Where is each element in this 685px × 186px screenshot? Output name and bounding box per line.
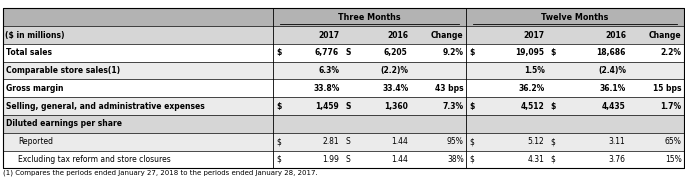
Text: $: $ xyxy=(277,155,282,164)
Bar xyxy=(3,133,684,150)
Text: 1.44: 1.44 xyxy=(390,137,408,146)
Bar xyxy=(3,8,684,168)
Text: $: $ xyxy=(469,102,475,111)
Text: $: $ xyxy=(469,48,475,57)
Text: $: $ xyxy=(277,137,282,146)
Text: S: S xyxy=(345,102,351,111)
Text: 1.44: 1.44 xyxy=(390,155,408,164)
Text: $: $ xyxy=(551,48,556,57)
Text: (1) Compares the periods ended January 27, 2018 to the periods ended January 28,: (1) Compares the periods ended January 2… xyxy=(3,169,318,176)
Text: 36.2%: 36.2% xyxy=(519,84,545,93)
Text: 4.31: 4.31 xyxy=(527,155,545,164)
Text: ($ in millions): ($ in millions) xyxy=(5,31,65,40)
Text: 15 bps: 15 bps xyxy=(653,84,682,93)
Text: 1.5%: 1.5% xyxy=(524,66,545,75)
Text: 1,360: 1,360 xyxy=(384,102,408,111)
Bar xyxy=(273,26,342,44)
Text: S: S xyxy=(345,155,350,164)
Text: 2017: 2017 xyxy=(319,31,340,40)
Bar xyxy=(547,26,628,44)
Text: $: $ xyxy=(551,102,556,111)
Text: Reported: Reported xyxy=(18,137,53,146)
Text: 95%: 95% xyxy=(447,137,464,146)
Text: (2.2)%: (2.2)% xyxy=(380,66,408,75)
Text: Excluding tax reform and store closures: Excluding tax reform and store closures xyxy=(18,155,171,164)
Text: 2016: 2016 xyxy=(605,31,626,40)
Text: Comparable store sales(1): Comparable store sales(1) xyxy=(6,66,121,75)
Text: 33.4%: 33.4% xyxy=(382,84,408,93)
Text: Twelve Months: Twelve Months xyxy=(541,13,608,22)
Bar xyxy=(3,79,684,97)
Text: Three Months: Three Months xyxy=(338,13,401,22)
Text: 4,435: 4,435 xyxy=(601,102,625,111)
Text: 5.12: 5.12 xyxy=(527,137,545,146)
Text: $: $ xyxy=(551,155,556,164)
Text: $: $ xyxy=(277,48,282,57)
Text: 1.7%: 1.7% xyxy=(660,102,682,111)
Text: 15%: 15% xyxy=(665,155,682,164)
Text: 6,205: 6,205 xyxy=(384,48,408,57)
Bar xyxy=(3,115,684,133)
Bar xyxy=(410,26,466,44)
Text: 43 bps: 43 bps xyxy=(435,84,464,93)
Text: S: S xyxy=(345,48,351,57)
Bar xyxy=(3,150,684,168)
Text: 65%: 65% xyxy=(664,137,682,146)
Bar xyxy=(3,62,684,79)
Bar xyxy=(466,26,547,44)
Bar xyxy=(3,26,273,44)
Bar xyxy=(3,44,684,62)
Text: $: $ xyxy=(469,155,474,164)
Text: 6.3%: 6.3% xyxy=(319,66,340,75)
Text: 18,686: 18,686 xyxy=(596,48,625,57)
Text: 38%: 38% xyxy=(447,155,464,164)
Text: Change: Change xyxy=(431,31,464,40)
Text: S: S xyxy=(345,137,350,146)
Text: Gross margin: Gross margin xyxy=(6,84,64,93)
Text: 4,512: 4,512 xyxy=(521,102,545,111)
Text: 2.2%: 2.2% xyxy=(660,48,682,57)
Text: 9.2%: 9.2% xyxy=(443,48,464,57)
Text: 1.99: 1.99 xyxy=(322,155,339,164)
Text: Change: Change xyxy=(649,31,682,40)
Text: Diluted earnings per share: Diluted earnings per share xyxy=(6,119,122,128)
Text: $: $ xyxy=(551,137,556,146)
Text: Selling, general, and administrative expenses: Selling, general, and administrative exp… xyxy=(6,102,205,111)
Text: 3.76: 3.76 xyxy=(608,155,625,164)
Text: 2.81: 2.81 xyxy=(323,137,339,146)
Text: 36.1%: 36.1% xyxy=(600,84,626,93)
Text: (2.4)%: (2.4)% xyxy=(598,66,626,75)
Text: 2017: 2017 xyxy=(524,31,545,40)
Bar xyxy=(3,8,684,26)
Text: 33.8%: 33.8% xyxy=(313,84,340,93)
Text: 1,459: 1,459 xyxy=(315,102,339,111)
Text: 2016: 2016 xyxy=(387,31,408,40)
Bar xyxy=(628,26,684,44)
Bar xyxy=(3,97,684,115)
Text: 19,095: 19,095 xyxy=(515,48,545,57)
Text: 3.11: 3.11 xyxy=(609,137,625,146)
Text: Total sales: Total sales xyxy=(6,48,52,57)
Text: $: $ xyxy=(469,137,474,146)
Text: 6,776: 6,776 xyxy=(315,48,339,57)
Bar xyxy=(342,26,410,44)
Text: 7.3%: 7.3% xyxy=(443,102,464,111)
Text: $: $ xyxy=(277,102,282,111)
